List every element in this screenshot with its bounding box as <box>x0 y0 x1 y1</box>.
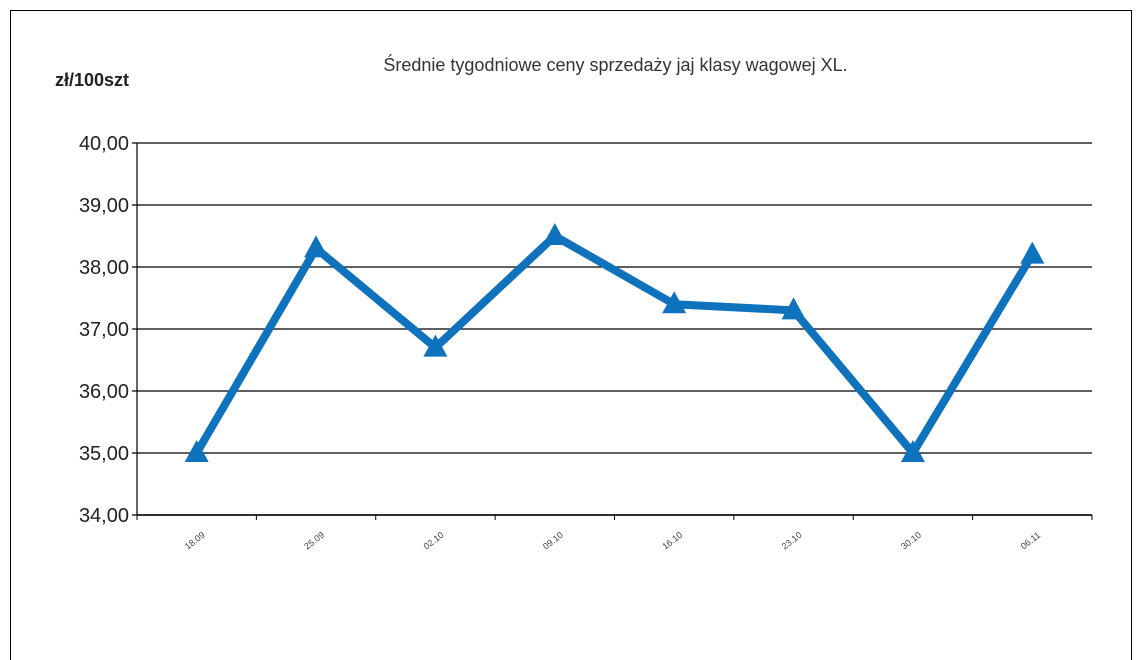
y-tick-label: 35,00 <box>79 443 129 465</box>
x-tick-label: 09.10 <box>541 530 565 552</box>
data-point-marker <box>662 291 687 314</box>
y-tick-label: 40,00 <box>79 133 129 155</box>
chart-frame <box>10 10 1132 660</box>
chart-title: Średnie tygodniowe ceny sprzedaży jaj kl… <box>383 55 848 75</box>
series-line <box>192 232 1037 457</box>
data-point-marker <box>900 440 925 462</box>
x-axis-ticks: 18.09 25.09 02.10 09.10 16.10 23.10 30.10 06.11 <box>183 530 1042 552</box>
y-tick-label: 36,00 <box>79 381 129 403</box>
x-tick-label: 02.10 <box>422 530 446 552</box>
data-point-marker <box>184 440 209 462</box>
y-tick-label: 34,00 <box>79 505 129 527</box>
data-point-marker <box>1020 241 1045 264</box>
x-tick-label: 06.11 <box>1019 530 1042 551</box>
x-tick-label: 18.09 <box>183 530 207 552</box>
data-point-marker <box>542 223 567 245</box>
y-tick-label: 38,00 <box>79 257 129 279</box>
gridlines <box>132 142 1093 520</box>
data-point-marker <box>781 297 806 320</box>
x-tick-label: 16.10 <box>660 530 684 552</box>
series-group <box>184 223 1045 462</box>
data-point-marker <box>423 334 448 357</box>
data-point-marker <box>304 235 329 258</box>
y-tick-label: 39,00 <box>79 195 129 217</box>
x-tick-label: 23.10 <box>780 530 804 552</box>
y-axis-ticks: 34,00 35,00 36,00 37,00 38,00 39,00 40,00 <box>79 133 129 527</box>
y-axis-unit-label: zł/100szt <box>55 70 130 90</box>
x-tick-label: 30.10 <box>899 530 923 552</box>
y-tick-label: 37,00 <box>79 319 129 341</box>
x-tick-label: 25.09 <box>302 530 326 552</box>
